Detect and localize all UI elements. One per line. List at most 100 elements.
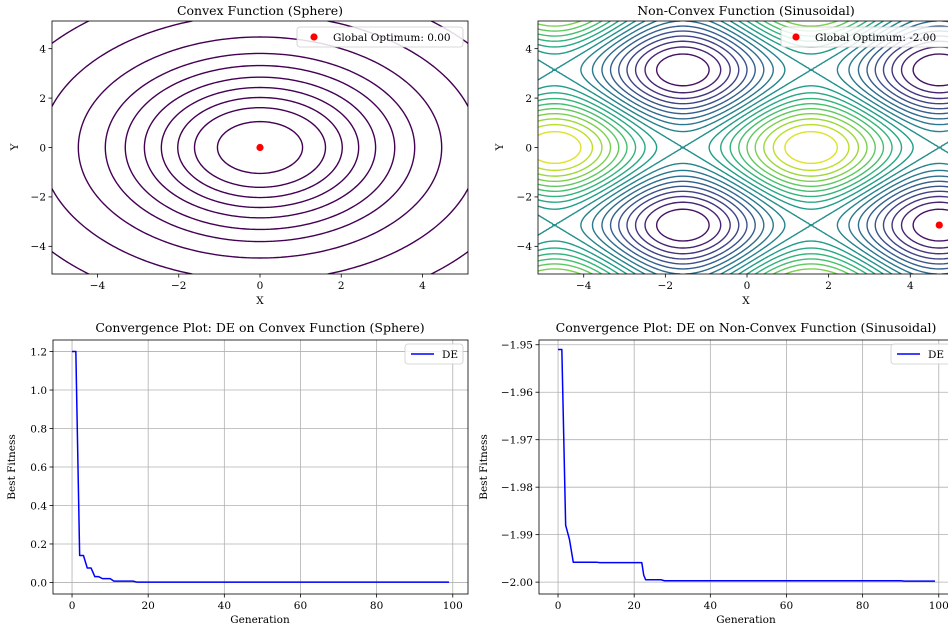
panel-sinusoidal-convergence: Convergence Plot: DE on Non-Convex Funct…	[478, 320, 948, 626]
contour-level-line	[538, 21, 948, 274]
contour-level-line	[538, 21, 903, 274]
chart-title: Non-Convex Function (Sinusoidal)	[637, 3, 855, 18]
y-tick-label: −1.95	[501, 340, 533, 352]
contour-level-line	[52, 21, 468, 274]
contour-level-line	[193, 106, 327, 189]
x-tick-label: 0	[555, 600, 562, 612]
contour-level-line	[143, 76, 377, 219]
contour-level-line	[538, 21, 914, 274]
legend: Global Optimum: 0.00	[296, 26, 464, 48]
x-axis-label: Generation	[230, 614, 290, 626]
contour-lines	[52, 21, 468, 274]
panel-sinusoidal-contour: Non-Convex Function (Sinusoidal) −4 −2 0 2 4…	[494, 3, 948, 307]
y-tick-label: 1.2	[30, 346, 47, 358]
y-tick-label: 0.6	[30, 462, 47, 474]
y-tick-label: 0	[39, 142, 46, 154]
chart-title: Convergence Plot: DE on Convex Function …	[95, 320, 424, 335]
x-tick-label: 80	[856, 600, 869, 612]
y-axis-label: Best Fitness	[6, 434, 18, 500]
contour-level-line	[591, 21, 948, 274]
legend-marker	[792, 33, 800, 41]
legend: DE	[890, 343, 948, 365]
contour-level-line	[124, 64, 396, 231]
plot-frame	[51, 20, 469, 275]
global-optimum-point	[935, 221, 943, 229]
legend-box	[780, 26, 948, 48]
x-tick-label: 20	[627, 600, 640, 612]
grid-lines	[53, 340, 468, 594]
x-tick-label: 0	[744, 280, 751, 292]
y-tick-label: 4	[39, 43, 46, 55]
contour-level-line	[655, 53, 948, 242]
contour-level-line	[160, 86, 360, 209]
contour-level-line	[626, 35, 948, 260]
legend-label: DE	[928, 349, 944, 361]
y-tick-label: 0	[525, 142, 532, 154]
plot-frame	[537, 20, 948, 275]
contour-level-line	[538, 21, 876, 274]
axes-ticks: −4 −2 0 2 4 −4 −2 0 2 4	[517, 43, 914, 292]
y-tick-label: −4	[31, 241, 47, 253]
x-tick-label: −2	[171, 280, 186, 292]
y-axis-label: Y	[9, 142, 21, 151]
legend-box	[296, 26, 464, 48]
axes-ticks: 0 20 40 60 80 100 0.0 0.2 0.4 0.6 0.8 1.0 1.2	[30, 346, 462, 612]
x-axis-label: X	[742, 295, 750, 307]
y-tick-label: −1.99	[501, 529, 533, 541]
x-tick-label: 60	[780, 600, 793, 612]
y-axis-label: Best Fitness	[478, 434, 490, 500]
contour-level-line	[644, 46, 948, 249]
contour-level-line	[538, 118, 860, 177]
contour-level-line	[618, 30, 948, 265]
x-tick-label: −2	[658, 280, 673, 292]
y-tick-label: −2.00	[501, 577, 533, 589]
legend-label: DE	[442, 349, 458, 361]
grid-lines	[539, 340, 948, 594]
chart-title: Convex Function (Sphere)	[177, 3, 343, 18]
x-tick-label: 40	[704, 600, 717, 612]
contour-level-line	[634, 40, 948, 255]
legend-label: Global Optimum: -2.00	[815, 32, 936, 44]
y-tick-label: −1.97	[501, 435, 533, 447]
axes-ticks: 0 20 40 60 80 100 −2.00 −1.99 −1.98 −1.97 −1.96 −1.…	[501, 340, 948, 612]
contour-level-line	[609, 25, 948, 270]
y-tick-label: −4	[517, 241, 533, 253]
panel-sphere-convergence: Convergence Plot: DE on Convex Function …	[6, 320, 469, 626]
y-tick-label: 0.2	[30, 539, 47, 551]
x-tick-label: 20	[141, 600, 154, 612]
chart-title: Convergence Plot: DE on Non-Convex Funct…	[556, 320, 937, 335]
legend: DE	[404, 343, 464, 365]
plot-frame	[538, 339, 948, 595]
y-tick-label: 0.0	[30, 577, 47, 589]
x-tick-label: 100	[443, 600, 463, 612]
x-tick-label: 2	[338, 280, 345, 292]
x-axis-label: X	[256, 295, 264, 307]
y-tick-label: 0.8	[30, 423, 47, 435]
contour-level-line	[216, 120, 304, 175]
contour-level-line	[538, 123, 850, 172]
y-tick-label: −1.96	[501, 387, 533, 399]
contour-level-line	[538, 21, 885, 274]
contour-lines	[538, 21, 948, 274]
x-tick-label: −4	[576, 280, 592, 292]
plot-series	[72, 350, 449, 583]
x-tick-label: 60	[294, 600, 307, 612]
y-tick-label: −2	[31, 192, 46, 204]
x-tick-label: 2	[825, 280, 832, 292]
x-tick-label: 80	[370, 600, 383, 612]
x-tick-label: 0	[257, 280, 264, 292]
x-axis-label: Generation	[716, 614, 776, 626]
global-optimum-point	[256, 143, 264, 152]
x-tick-label: 40	[218, 600, 231, 612]
x-tick-label: 0	[69, 600, 76, 612]
y-tick-label: −2	[517, 192, 532, 204]
y-tick-label: 4	[525, 43, 532, 55]
legend: Global Optimum: -2.00	[780, 26, 948, 48]
y-tick-label: 0.4	[30, 500, 47, 512]
series-line-de	[558, 348, 935, 582]
y-tick-label: 2	[525, 93, 532, 105]
plot-frame	[52, 339, 469, 595]
contour-level-line	[104, 52, 416, 243]
x-tick-label: 100	[929, 600, 948, 612]
